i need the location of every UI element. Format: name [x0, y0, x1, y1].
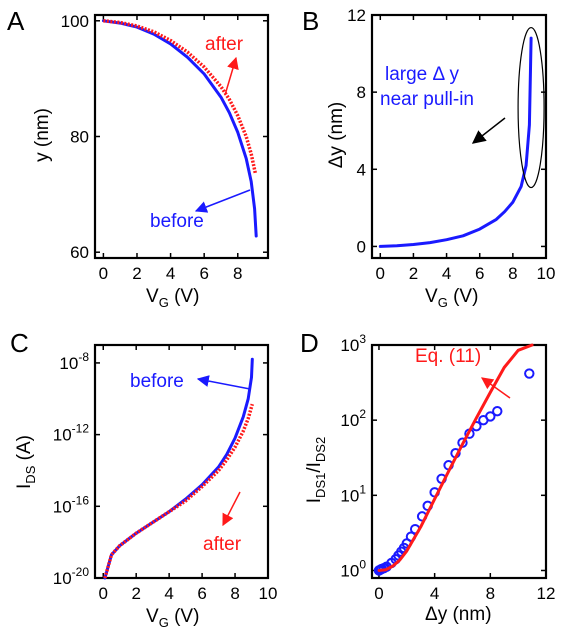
- panel-a-plot: [93, 13, 270, 260]
- panel-d-data-point: [485, 411, 496, 422]
- panel-c-after-annotation: after: [203, 534, 242, 555]
- panel-a-y-tick-label: 60: [70, 243, 89, 262]
- panel-b-x-tick-label: 6: [475, 264, 484, 283]
- panel-c: C 10-8 10-12 10-16 10-20 0 2 4 6 8 10 IDS (A) VG…: [10, 328, 277, 629]
- panel-d-x-tick-label: 0: [374, 584, 383, 603]
- panel-a-x-tick-label: 0: [99, 264, 108, 283]
- panel-c-frame: [93, 343, 270, 580]
- panel-d-y-axis-label: IDS1/IDS2: [304, 437, 328, 503]
- panel-c-before-arrow: [196, 375, 251, 390]
- panel-d-y-tick-label: 102: [340, 407, 366, 430]
- panel-d-y-tick-label: 100: [340, 557, 366, 580]
- panel-c-x-tick-label: 0: [99, 584, 108, 603]
- panel-a-before-curve: [101, 19, 258, 238]
- panel-a-x-ticks: 0 2 4 6 8: [99, 264, 243, 283]
- panel-b-frame: [370, 13, 548, 260]
- panel-label-d: D: [300, 328, 319, 358]
- panel-b-x-tick-label: 2: [409, 264, 418, 283]
- panel-c-y-ticks: 10-8 10-12 10-16 10-20: [53, 350, 90, 588]
- panel-b-y-tick-label: 0: [357, 237, 366, 256]
- panel-d-x-ticks: 0 4 8 12: [374, 584, 555, 603]
- panel-a: A 60 80 100 0 2 4 6 8 y (nm) VG (V) after befo…: [7, 6, 270, 310]
- panel-c-y-axis-label: IDS (A): [14, 435, 38, 489]
- panel-d-eq-annotation: Eq. (11): [415, 346, 481, 367]
- panel-a-before-annotation: before: [150, 211, 204, 232]
- panel-d-y-tick-label: 101: [340, 482, 366, 505]
- panel-a-x-axis-label: VG (V): [146, 286, 199, 310]
- panel-d: D 100 101 102 103 0 4 8 12 IDS1/IDS2 Δy (nm) E…: [300, 328, 555, 625]
- panel-b-y-ticks: 0 4 8 12: [347, 6, 366, 256]
- panel-d-x-tick-label: 4: [430, 584, 439, 603]
- panel-a-after-annotation: after: [205, 34, 244, 55]
- panel-b-plot: [370, 13, 548, 260]
- panel-b-y-axis-label: Δy (nm): [326, 102, 347, 169]
- panel-a-x-tick-label: 4: [166, 264, 175, 283]
- panel-label-b: B: [302, 6, 319, 36]
- panel-c-x-tick-label: 10: [259, 584, 278, 603]
- panel-c-x-tick-label: 4: [164, 584, 173, 603]
- panel-d-data-point: [524, 368, 535, 379]
- panel-c-x-tick-label: 8: [230, 584, 239, 603]
- panel-b: B 0 4 8 12 0 2 4 6 8 10 Δy (nm) VG (V) large Δ y…: [302, 6, 555, 310]
- panel-d-frame: [370, 343, 548, 580]
- panel-b-x-tick-label: 10: [537, 264, 556, 283]
- panel-a-before-arrow: [194, 189, 251, 213]
- panel-c-x-axis-label: VG (V): [146, 606, 199, 629]
- panel-c-after-arrow: [222, 491, 241, 527]
- panel-c-x-ticks: 0 2 4 6 8 10: [99, 584, 278, 603]
- panel-c-plot: [93, 343, 270, 580]
- panel-c-y-tick-label: 10-20: [53, 565, 90, 588]
- panel-b-x-tick-label: 0: [376, 264, 385, 283]
- panel-a-y-ticks: 60 80 100: [61, 12, 89, 262]
- panel-d-x-tick-label: 12: [537, 584, 556, 603]
- panel-c-x-tick-label: 2: [131, 584, 140, 603]
- panel-a-x-tick-label: 2: [132, 264, 141, 283]
- panel-d-y-ticks: 100 101 102 103: [340, 332, 366, 580]
- panel-b-highlight-ellipse: [517, 26, 545, 189]
- panel-a-after-arrow: [224, 56, 239, 96]
- panel-b-annotation-line1: large Δ y: [385, 64, 459, 85]
- panel-c-y-tick-label: 10-16: [53, 493, 90, 516]
- panel-d-eq-arrow: [481, 377, 511, 399]
- panel-label-a: A: [7, 6, 25, 36]
- panel-b-y-tick-label: 4: [357, 160, 366, 179]
- panel-c-after-curve: [103, 403, 254, 579]
- panel-d-plot: [370, 343, 548, 580]
- panel-d-eq11-line: [377, 343, 534, 572]
- panel-a-y-tick-label: 80: [70, 128, 89, 147]
- panel-c-y-tick-label: 10-8: [59, 350, 89, 373]
- panel-b-x-tick-label: 8: [508, 264, 517, 283]
- panel-b-annotation-line2: near pull-in: [380, 89, 474, 110]
- panel-c-x-tick-label: 6: [197, 584, 206, 603]
- panel-a-after-curve: [103, 19, 258, 174]
- panel-b-y-tick-label: 8: [357, 83, 366, 102]
- panel-c-before-annotation: before: [130, 371, 184, 392]
- panel-d-x-axis-label: Δy (nm): [425, 604, 492, 625]
- panel-b-x-ticks: 0 2 4 6 8 10: [376, 264, 556, 283]
- panel-b-x-tick-label: 4: [442, 264, 451, 283]
- panel-b-arrow: [471, 117, 506, 144]
- panel-b-y-tick-label: 12: [347, 6, 366, 25]
- panel-a-x-tick-label: 8: [233, 264, 242, 283]
- panel-c-y-tick-label: 10-12: [53, 422, 90, 445]
- panel-d-data-point: [492, 405, 503, 417]
- panel-b-x-axis-label: VG (V): [425, 286, 478, 310]
- panel-label-c: C: [10, 328, 29, 358]
- panel-a-y-axis-label: y (nm): [32, 108, 53, 162]
- panel-a-y-tick-label: 100: [61, 12, 89, 31]
- panel-b-delta-y-curve: [378, 36, 533, 248]
- panel-d-y-tick-label: 103: [340, 332, 366, 355]
- panel-d-x-tick-label: 8: [486, 584, 495, 603]
- panel-a-x-tick-label: 6: [199, 264, 208, 283]
